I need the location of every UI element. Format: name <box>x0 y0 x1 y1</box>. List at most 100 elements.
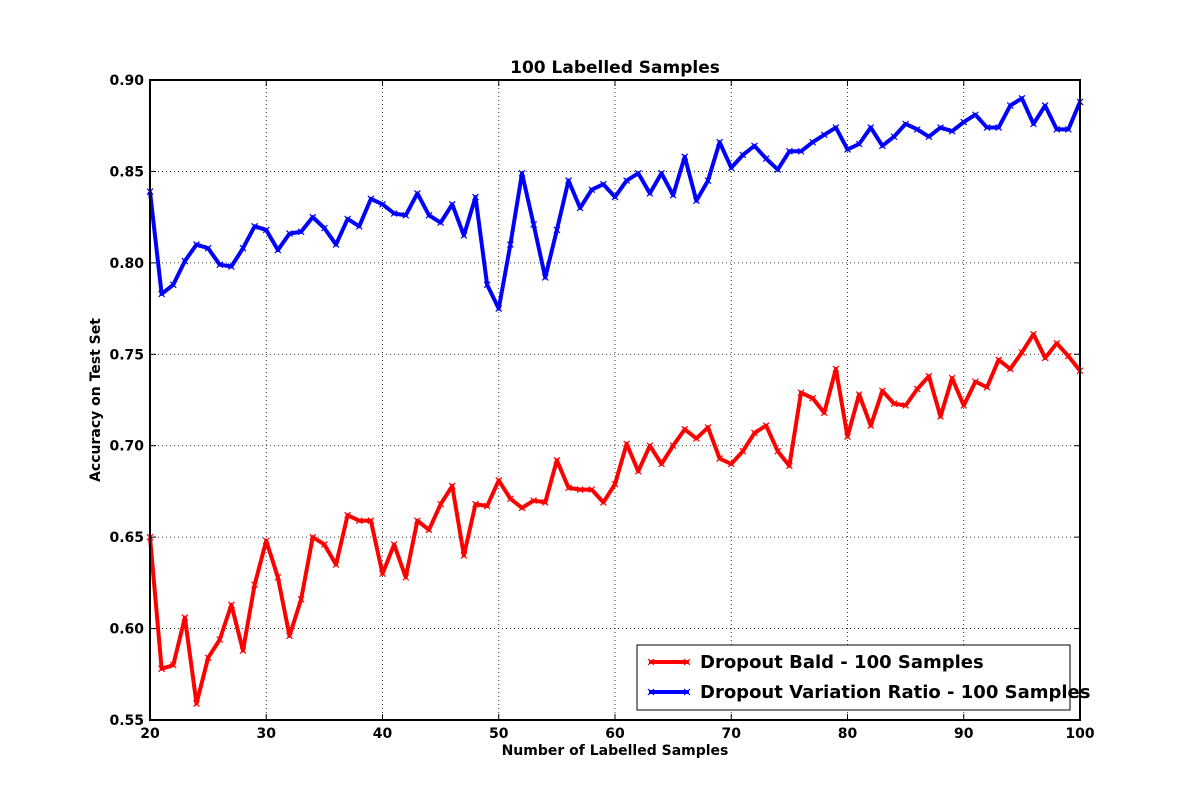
data-point <box>495 477 503 484</box>
data-point <box>367 517 375 525</box>
y-axis-label: Accuracy on Test Set <box>88 318 104 482</box>
data-point <box>437 219 445 227</box>
data-point <box>890 133 898 141</box>
data-point <box>1041 354 1049 362</box>
data-point <box>809 138 817 146</box>
x-tick-label: 70 <box>722 726 742 742</box>
data-point <box>960 118 968 126</box>
data-point <box>971 378 979 386</box>
data-point <box>332 561 340 568</box>
data-point <box>309 213 317 221</box>
data-point <box>937 124 944 131</box>
data-point <box>158 665 166 673</box>
data-point <box>181 614 189 622</box>
data-point <box>576 204 584 212</box>
data-point <box>472 500 479 508</box>
data-point <box>716 138 724 146</box>
data-point <box>193 241 200 248</box>
data-point <box>611 480 619 488</box>
data-point <box>878 142 886 150</box>
data-point <box>623 440 631 448</box>
data-point <box>995 356 1003 364</box>
data-point <box>634 467 642 475</box>
data-point <box>204 244 212 252</box>
data-point <box>599 498 607 506</box>
data-point <box>751 429 758 437</box>
data-point <box>867 124 875 131</box>
data-point <box>216 261 224 269</box>
data-point <box>460 552 468 559</box>
data-point <box>692 197 700 205</box>
data-point <box>692 434 700 442</box>
data-point <box>797 389 805 397</box>
data-point <box>727 460 735 468</box>
y-tick-label: 0.80 <box>109 256 144 272</box>
data-point <box>355 517 363 525</box>
data-point <box>1064 352 1072 360</box>
data-point <box>274 573 282 581</box>
y-tick-label: 0.65 <box>109 530 144 546</box>
data-point <box>518 169 526 177</box>
data-point <box>472 193 479 201</box>
data-point <box>448 482 456 490</box>
data-point <box>937 413 944 420</box>
data-point <box>553 226 561 234</box>
data-point <box>809 394 817 402</box>
data-point <box>1006 365 1014 373</box>
data-point <box>402 573 410 581</box>
data-point <box>785 462 793 470</box>
data-point <box>925 133 933 141</box>
data-point <box>518 504 526 512</box>
data-point <box>565 177 572 184</box>
data-point <box>832 124 840 131</box>
data-point <box>541 274 549 281</box>
data-point <box>262 537 270 545</box>
series-layer <box>146 94 1084 707</box>
x-tick-label: 90 <box>954 726 974 742</box>
data-point <box>158 290 166 298</box>
legend-label: Dropout Bald - 100 Samples <box>700 652 984 673</box>
data-point <box>983 124 991 131</box>
data-point <box>844 146 851 153</box>
data-point <box>739 151 747 159</box>
data-point <box>588 486 596 494</box>
data-point <box>844 433 851 440</box>
legend-box <box>636 644 1071 711</box>
data-point <box>611 193 619 201</box>
y-tick-label: 0.90 <box>109 73 144 89</box>
data-point <box>251 222 259 230</box>
data-point <box>530 221 538 228</box>
data-point <box>216 636 224 643</box>
data-point <box>425 211 433 219</box>
data-point <box>902 120 910 128</box>
data-point <box>506 495 514 503</box>
data-point <box>344 511 352 519</box>
data-point <box>669 191 677 199</box>
data-point <box>227 601 235 609</box>
data-point <box>1006 102 1014 110</box>
data-point <box>1018 349 1026 356</box>
data-point <box>1030 120 1037 128</box>
x-tick-label: 20 <box>140 726 160 742</box>
data-point <box>855 391 863 398</box>
data-point <box>588 186 596 194</box>
data-point <box>599 180 607 188</box>
data-point <box>774 447 782 455</box>
y-tick-label: 0.55 <box>109 713 144 729</box>
data-point <box>646 189 654 197</box>
data-point <box>262 226 270 234</box>
data-point <box>402 211 410 219</box>
x-tick-label: 80 <box>838 726 858 742</box>
data-point <box>274 246 282 254</box>
data-point <box>495 305 503 312</box>
data-point <box>1053 339 1061 347</box>
data-point <box>193 700 200 707</box>
data-point <box>704 424 712 431</box>
chart-title: 100 Labelled Samples <box>510 58 720 78</box>
data-point <box>367 195 375 203</box>
data-point <box>855 140 863 148</box>
data-point <box>355 222 363 230</box>
data-point <box>483 281 491 289</box>
data-point <box>483 502 491 510</box>
